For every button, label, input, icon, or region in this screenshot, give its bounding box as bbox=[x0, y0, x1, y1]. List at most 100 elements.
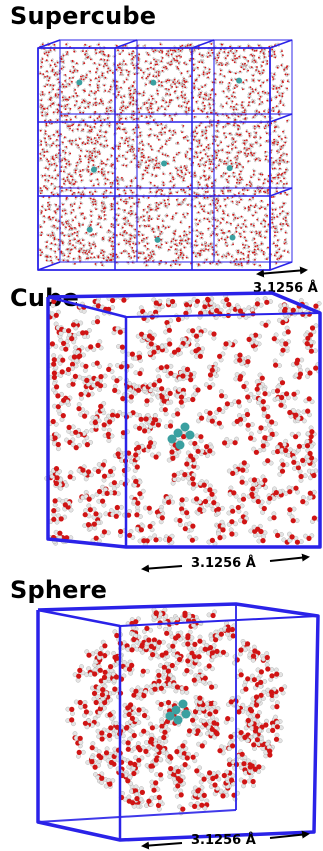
water-molecule bbox=[65, 197, 69, 202]
water-molecule bbox=[50, 182, 55, 186]
water-molecule bbox=[270, 176, 275, 181]
water-molecule bbox=[95, 339, 104, 351]
water-molecule bbox=[42, 136, 46, 141]
water-molecule bbox=[170, 236, 175, 241]
water-molecule bbox=[251, 446, 263, 455]
water-molecule bbox=[278, 146, 282, 151]
water-molecule bbox=[79, 200, 84, 205]
water-molecule bbox=[278, 180, 283, 184]
water-molecule bbox=[167, 101, 172, 105]
water-molecule bbox=[56, 192, 61, 196]
water-molecule bbox=[68, 161, 72, 166]
water-molecule bbox=[83, 493, 95, 502]
water-molecule bbox=[75, 164, 79, 169]
water-molecule bbox=[228, 222, 232, 226]
water-molecule bbox=[224, 241, 229, 245]
water-molecule bbox=[267, 511, 277, 522]
water-molecule bbox=[99, 58, 104, 62]
water-molecule bbox=[272, 78, 276, 82]
water-molecule bbox=[202, 69, 206, 74]
water-molecule bbox=[103, 138, 108, 142]
water-molecule bbox=[245, 59, 250, 64]
water-molecule bbox=[48, 91, 52, 95]
water-molecule bbox=[195, 234, 200, 238]
water-molecule bbox=[194, 444, 205, 454]
water-molecule bbox=[273, 71, 277, 76]
water-molecule bbox=[153, 208, 158, 212]
water-molecule bbox=[293, 535, 304, 545]
water-molecule bbox=[56, 87, 60, 91]
water-molecule bbox=[139, 139, 144, 144]
water-molecule bbox=[46, 149, 50, 153]
water-molecule bbox=[130, 224, 135, 229]
water-molecule bbox=[254, 69, 259, 73]
water-molecule bbox=[94, 262, 98, 267]
water-molecule bbox=[160, 56, 164, 61]
water-molecule bbox=[241, 222, 245, 227]
water-molecule bbox=[108, 191, 113, 195]
water-molecule bbox=[259, 199, 264, 203]
water-molecule bbox=[40, 174, 44, 179]
water-molecule bbox=[277, 247, 281, 251]
water-molecule bbox=[264, 154, 269, 158]
water-molecule bbox=[220, 104, 225, 109]
water-molecule bbox=[72, 672, 82, 683]
water-molecule bbox=[164, 100, 168, 105]
water-molecule bbox=[278, 108, 282, 113]
water-molecule bbox=[126, 139, 131, 144]
water-molecule bbox=[222, 436, 230, 449]
solute-molecule bbox=[90, 166, 97, 173]
water-molecule bbox=[60, 220, 65, 224]
water-molecule bbox=[43, 165, 48, 170]
water-molecule bbox=[80, 148, 83, 153]
water-molecule bbox=[88, 196, 92, 201]
water-molecule bbox=[156, 62, 160, 66]
water-molecule bbox=[272, 358, 282, 369]
water-molecule bbox=[142, 244, 147, 249]
water-molecule bbox=[159, 242, 163, 247]
water-molecule bbox=[207, 227, 211, 231]
water-molecule bbox=[140, 67, 144, 72]
water-molecule bbox=[144, 82, 148, 87]
water-molecule bbox=[258, 94, 263, 98]
water-molecule bbox=[120, 163, 125, 167]
water-molecule bbox=[131, 103, 136, 107]
water-molecule bbox=[39, 210, 43, 216]
water-molecule bbox=[160, 69, 165, 73]
water-molecule bbox=[252, 257, 257, 261]
water-molecule bbox=[245, 129, 249, 134]
water-molecule bbox=[63, 225, 67, 230]
water-molecule bbox=[73, 69, 77, 74]
water-molecule bbox=[260, 59, 265, 64]
water-molecule bbox=[245, 68, 250, 73]
water-molecule bbox=[225, 100, 229, 106]
water-molecule bbox=[186, 69, 190, 74]
water-molecule bbox=[202, 217, 207, 221]
water-molecule bbox=[73, 171, 77, 175]
water-molecule bbox=[72, 87, 76, 92]
water-molecule bbox=[181, 179, 186, 183]
water-molecule bbox=[249, 150, 254, 154]
water-molecule bbox=[208, 203, 213, 207]
water-molecule bbox=[61, 258, 66, 262]
solute-molecule bbox=[161, 160, 168, 167]
water-molecule bbox=[40, 60, 43, 65]
water-molecule bbox=[88, 245, 93, 250]
water-molecule bbox=[162, 171, 166, 176]
water-molecule bbox=[158, 201, 164, 205]
water-molecule bbox=[51, 353, 61, 363]
water-molecule bbox=[164, 139, 168, 144]
water-molecule bbox=[248, 204, 254, 208]
water-molecule bbox=[241, 67, 247, 71]
water-molecule bbox=[48, 63, 52, 68]
water-molecule bbox=[284, 237, 288, 242]
water-molecule bbox=[62, 59, 66, 65]
water-molecule bbox=[203, 190, 207, 195]
water-molecule bbox=[246, 160, 251, 164]
water-molecule bbox=[144, 264, 149, 268]
water-molecule bbox=[147, 52, 151, 57]
water-molecule bbox=[240, 81, 246, 85]
water-molecule bbox=[56, 238, 60, 242]
water-molecule bbox=[222, 131, 227, 136]
water-molecule bbox=[195, 154, 199, 159]
